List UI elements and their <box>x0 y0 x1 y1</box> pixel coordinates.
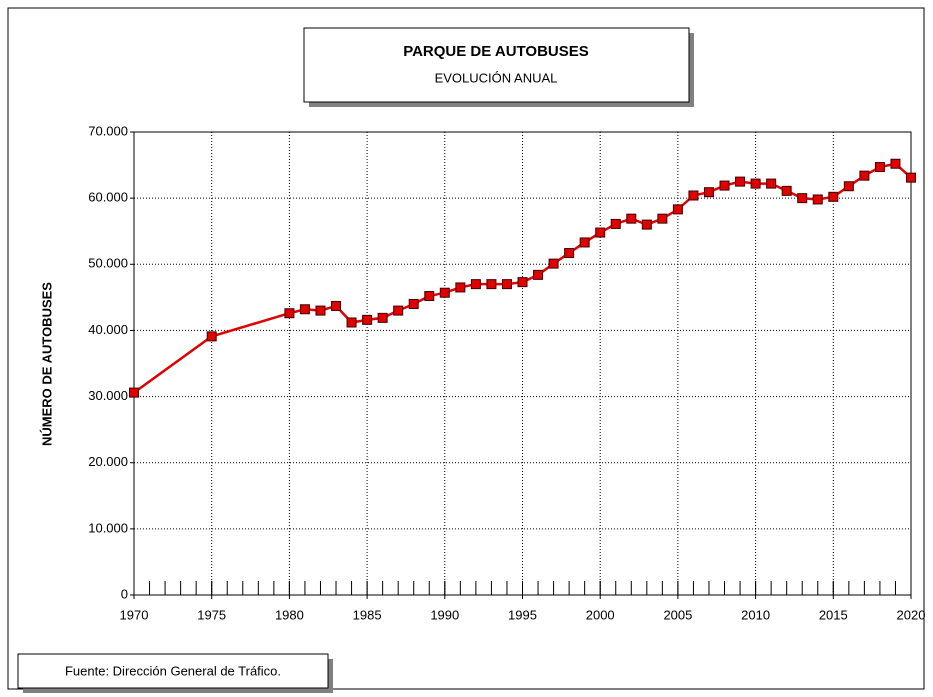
y-tick-label: 30.000 <box>88 388 128 403</box>
title-box <box>303 27 690 103</box>
data-point <box>408 298 419 309</box>
data-point <box>439 287 450 298</box>
data-point <box>843 181 854 192</box>
data-point <box>890 158 901 169</box>
y-tick-label: 40.000 <box>88 322 128 337</box>
data-point <box>284 308 295 319</box>
data-point <box>766 178 777 189</box>
plot-border <box>133 131 912 596</box>
data-point <box>470 279 481 290</box>
data-point <box>703 187 714 198</box>
x-tick-label: 2020 <box>897 607 926 622</box>
data-point <box>812 194 823 205</box>
data-point <box>346 317 357 328</box>
y-tick-label: 0 <box>121 586 128 601</box>
data-point <box>641 219 652 230</box>
data-point <box>393 305 404 316</box>
data-point <box>362 314 373 325</box>
data-point <box>579 237 590 248</box>
data-point <box>206 331 217 342</box>
chart-subtitle: EVOLUCIÓN ANUAL <box>435 70 558 85</box>
data-point <box>906 172 916 183</box>
x-tick-label: 1980 <box>275 607 304 622</box>
x-tick-label: 2005 <box>663 607 692 622</box>
data-point <box>610 218 621 229</box>
data-point <box>424 291 435 302</box>
y-tick-label: 10.000 <box>88 520 128 535</box>
x-tick-label: 1970 <box>120 607 149 622</box>
y-tick-label: 20.000 <box>88 454 128 469</box>
data-point <box>719 180 730 191</box>
data-point <box>129 387 139 398</box>
data-point <box>735 176 746 187</box>
x-tick-label: 1975 <box>197 607 226 622</box>
x-tick-label: 1985 <box>353 607 382 622</box>
x-tick-label: 1995 <box>508 607 537 622</box>
data-point <box>533 269 544 280</box>
y-tick-label: 50.000 <box>88 256 128 271</box>
plot-area: 0 10.000 20.000 30.000 40.000 50.000 60.000 70.… <box>88 123 925 622</box>
source: Fuente: Dirección General de Tráfico. <box>65 663 281 678</box>
data-point <box>672 204 683 215</box>
data-point <box>501 279 512 290</box>
data-point <box>688 190 699 201</box>
data-point <box>455 282 466 293</box>
data-point <box>859 170 870 181</box>
data-point <box>315 305 326 316</box>
data-point <box>517 277 528 288</box>
y-tick-label: 60.000 <box>88 190 128 205</box>
data-point <box>874 162 885 173</box>
data-point <box>626 213 637 224</box>
data-point <box>797 193 808 204</box>
data-point <box>781 185 792 196</box>
data-point <box>486 279 497 290</box>
source-box <box>17 653 329 689</box>
data-point <box>564 248 575 259</box>
data-point <box>331 300 342 311</box>
x-tick-label: 2015 <box>819 607 848 622</box>
data-point <box>299 304 310 315</box>
data-point <box>377 312 388 323</box>
data-point <box>595 227 606 238</box>
data-point <box>548 258 559 269</box>
chart-title: PARQUE DE AUTOBUSES <box>403 43 589 60</box>
frame <box>7 7 925 690</box>
x-tick-label: 2000 <box>586 607 615 622</box>
y-axis-label: NÚMERO DE AUTOBUSES <box>39 282 54 446</box>
y-tick-label: 70.000 <box>88 123 128 138</box>
x-tick-label: 1990 <box>430 607 459 622</box>
data-point <box>828 191 839 202</box>
x-tick-label: 2010 <box>741 607 770 622</box>
data-point <box>657 213 668 224</box>
data-point <box>750 178 761 189</box>
